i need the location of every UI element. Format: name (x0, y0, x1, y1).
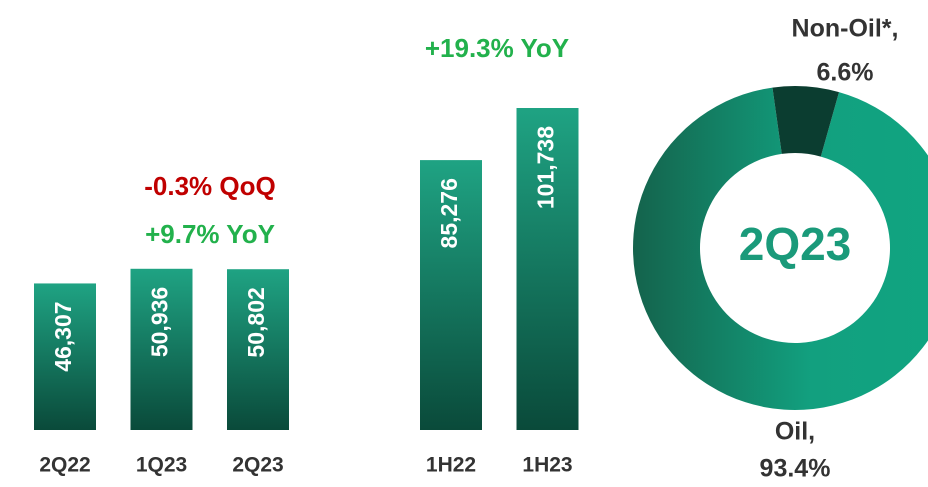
value-label: 46,307 (50, 301, 76, 371)
value-label: 50,936 (147, 287, 173, 357)
x-tick-label: 1Q23 (136, 454, 187, 477)
x-tick-label: 1H23 (522, 454, 572, 477)
annotation: -0.3% QoQ (144, 171, 275, 201)
slice-label: Non-Oil*, (792, 15, 899, 43)
slice (633, 87, 928, 410)
value-label: 50,802 (243, 287, 269, 357)
bar (420, 160, 482, 430)
bar (130, 268, 193, 430)
bar (227, 269, 289, 430)
x-tick-label: 2Q22 (39, 454, 90, 477)
x-tick-label: 1H22 (426, 454, 476, 477)
slice (772, 86, 840, 157)
bar (516, 108, 579, 430)
slice-value: 6.6% (817, 59, 874, 87)
value-label: 85,276 (436, 178, 462, 248)
annotation: +9.7% YoY (145, 219, 275, 249)
x-tick-label: 2Q23 (232, 454, 283, 477)
annotation: +19.3% YoY (425, 33, 569, 63)
slice-value: 93.4% (760, 455, 831, 483)
value-label: 101,738 (533, 126, 559, 209)
bar (34, 283, 96, 430)
donut-title: 2Q23 (739, 218, 852, 270)
slice-label: Oil, (775, 418, 815, 446)
